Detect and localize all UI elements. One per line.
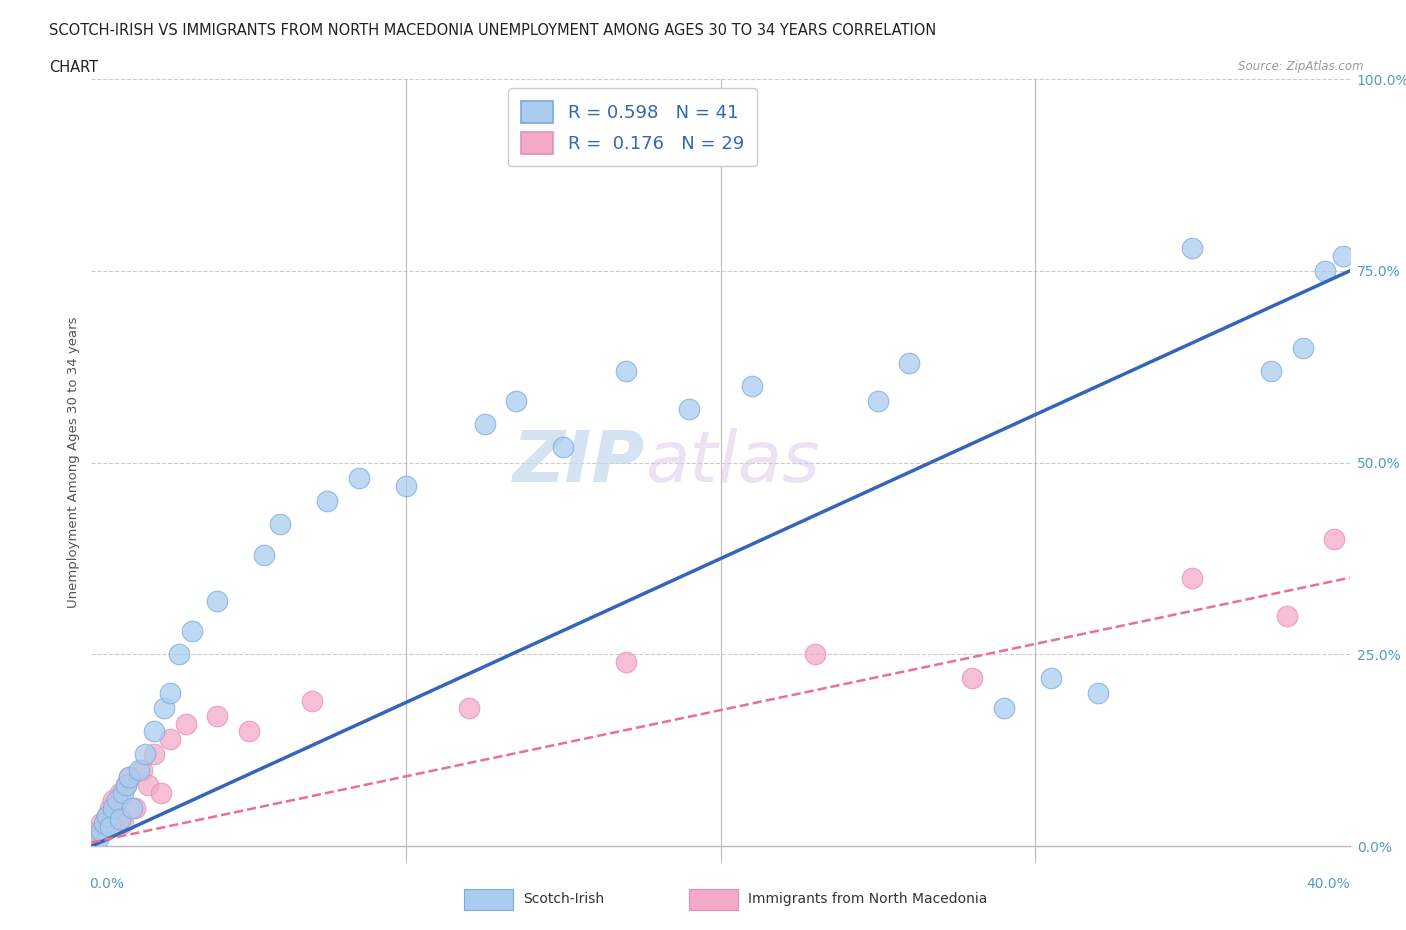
Point bbox=[131, 763, 153, 777]
Text: CHART: CHART bbox=[49, 60, 98, 75]
Point bbox=[1275, 609, 1298, 624]
Point bbox=[111, 816, 134, 830]
Point bbox=[105, 808, 128, 823]
Point bbox=[121, 801, 143, 816]
Point bbox=[159, 685, 181, 700]
Point bbox=[898, 355, 921, 370]
Point bbox=[1313, 263, 1336, 278]
Point bbox=[1181, 241, 1204, 256]
Point bbox=[93, 816, 115, 830]
Text: Scotch-Irish: Scotch-Irish bbox=[523, 892, 605, 907]
Point bbox=[993, 701, 1015, 716]
Point bbox=[98, 801, 121, 816]
Point bbox=[741, 379, 763, 393]
Point bbox=[174, 716, 197, 731]
Point bbox=[614, 364, 637, 379]
Point bbox=[96, 808, 118, 823]
Point bbox=[205, 593, 228, 608]
Point bbox=[90, 824, 112, 839]
Point bbox=[105, 792, 128, 807]
Text: Source: ZipAtlas.com: Source: ZipAtlas.com bbox=[1239, 60, 1364, 73]
Point bbox=[181, 624, 204, 639]
Point bbox=[98, 819, 121, 834]
Text: 40.0%: 40.0% bbox=[1306, 877, 1350, 891]
Point bbox=[93, 824, 115, 839]
Point bbox=[1181, 570, 1204, 585]
Point bbox=[143, 747, 166, 762]
Point bbox=[269, 517, 291, 532]
Point bbox=[108, 812, 131, 827]
Point bbox=[395, 478, 418, 493]
Point bbox=[83, 831, 105, 846]
Point bbox=[90, 816, 112, 830]
Point bbox=[118, 770, 141, 785]
Text: 0.0%: 0.0% bbox=[89, 877, 124, 891]
Point bbox=[96, 808, 118, 823]
Point bbox=[474, 417, 496, 432]
Point bbox=[316, 494, 339, 509]
Y-axis label: Unemployment Among Ages 30 to 34 years: Unemployment Among Ages 30 to 34 years bbox=[67, 317, 80, 608]
Point bbox=[1260, 364, 1282, 379]
Point bbox=[1039, 670, 1062, 684]
Text: atlas: atlas bbox=[645, 428, 820, 498]
Point bbox=[804, 647, 827, 662]
Point bbox=[553, 440, 575, 455]
Point bbox=[118, 770, 141, 785]
Point bbox=[152, 701, 174, 716]
Legend: R = 0.598   N = 41, R =  0.176   N = 29: R = 0.598 N = 41, R = 0.176 N = 29 bbox=[508, 88, 756, 166]
Point bbox=[86, 824, 108, 839]
Point bbox=[238, 724, 260, 738]
Point bbox=[124, 801, 146, 816]
Point bbox=[505, 394, 527, 409]
Point bbox=[253, 547, 276, 562]
Point bbox=[103, 801, 125, 816]
Point bbox=[301, 693, 323, 708]
Point bbox=[159, 731, 181, 746]
Point bbox=[866, 394, 889, 409]
Point bbox=[108, 785, 131, 800]
Point bbox=[347, 471, 370, 485]
Point bbox=[205, 709, 228, 724]
Point bbox=[1291, 340, 1313, 355]
Point bbox=[128, 763, 150, 777]
Point bbox=[143, 724, 166, 738]
Point bbox=[115, 777, 138, 792]
Point bbox=[115, 777, 138, 792]
Point bbox=[103, 792, 125, 807]
Point bbox=[111, 785, 134, 800]
Point bbox=[1323, 532, 1346, 547]
Point bbox=[962, 670, 984, 684]
Point bbox=[134, 747, 156, 762]
Text: ZIP: ZIP bbox=[513, 428, 645, 498]
Point bbox=[457, 701, 479, 716]
Text: Immigrants from North Macedonia: Immigrants from North Macedonia bbox=[748, 892, 987, 907]
Point bbox=[1333, 248, 1355, 263]
Point bbox=[136, 777, 159, 792]
Point bbox=[1087, 685, 1109, 700]
Point bbox=[678, 402, 700, 417]
Point bbox=[86, 831, 108, 846]
Point bbox=[149, 785, 172, 800]
Text: SCOTCH-IRISH VS IMMIGRANTS FROM NORTH MACEDONIA UNEMPLOYMENT AMONG AGES 30 TO 34: SCOTCH-IRISH VS IMMIGRANTS FROM NORTH MA… bbox=[49, 23, 936, 38]
Point bbox=[169, 647, 191, 662]
Point bbox=[614, 655, 637, 670]
